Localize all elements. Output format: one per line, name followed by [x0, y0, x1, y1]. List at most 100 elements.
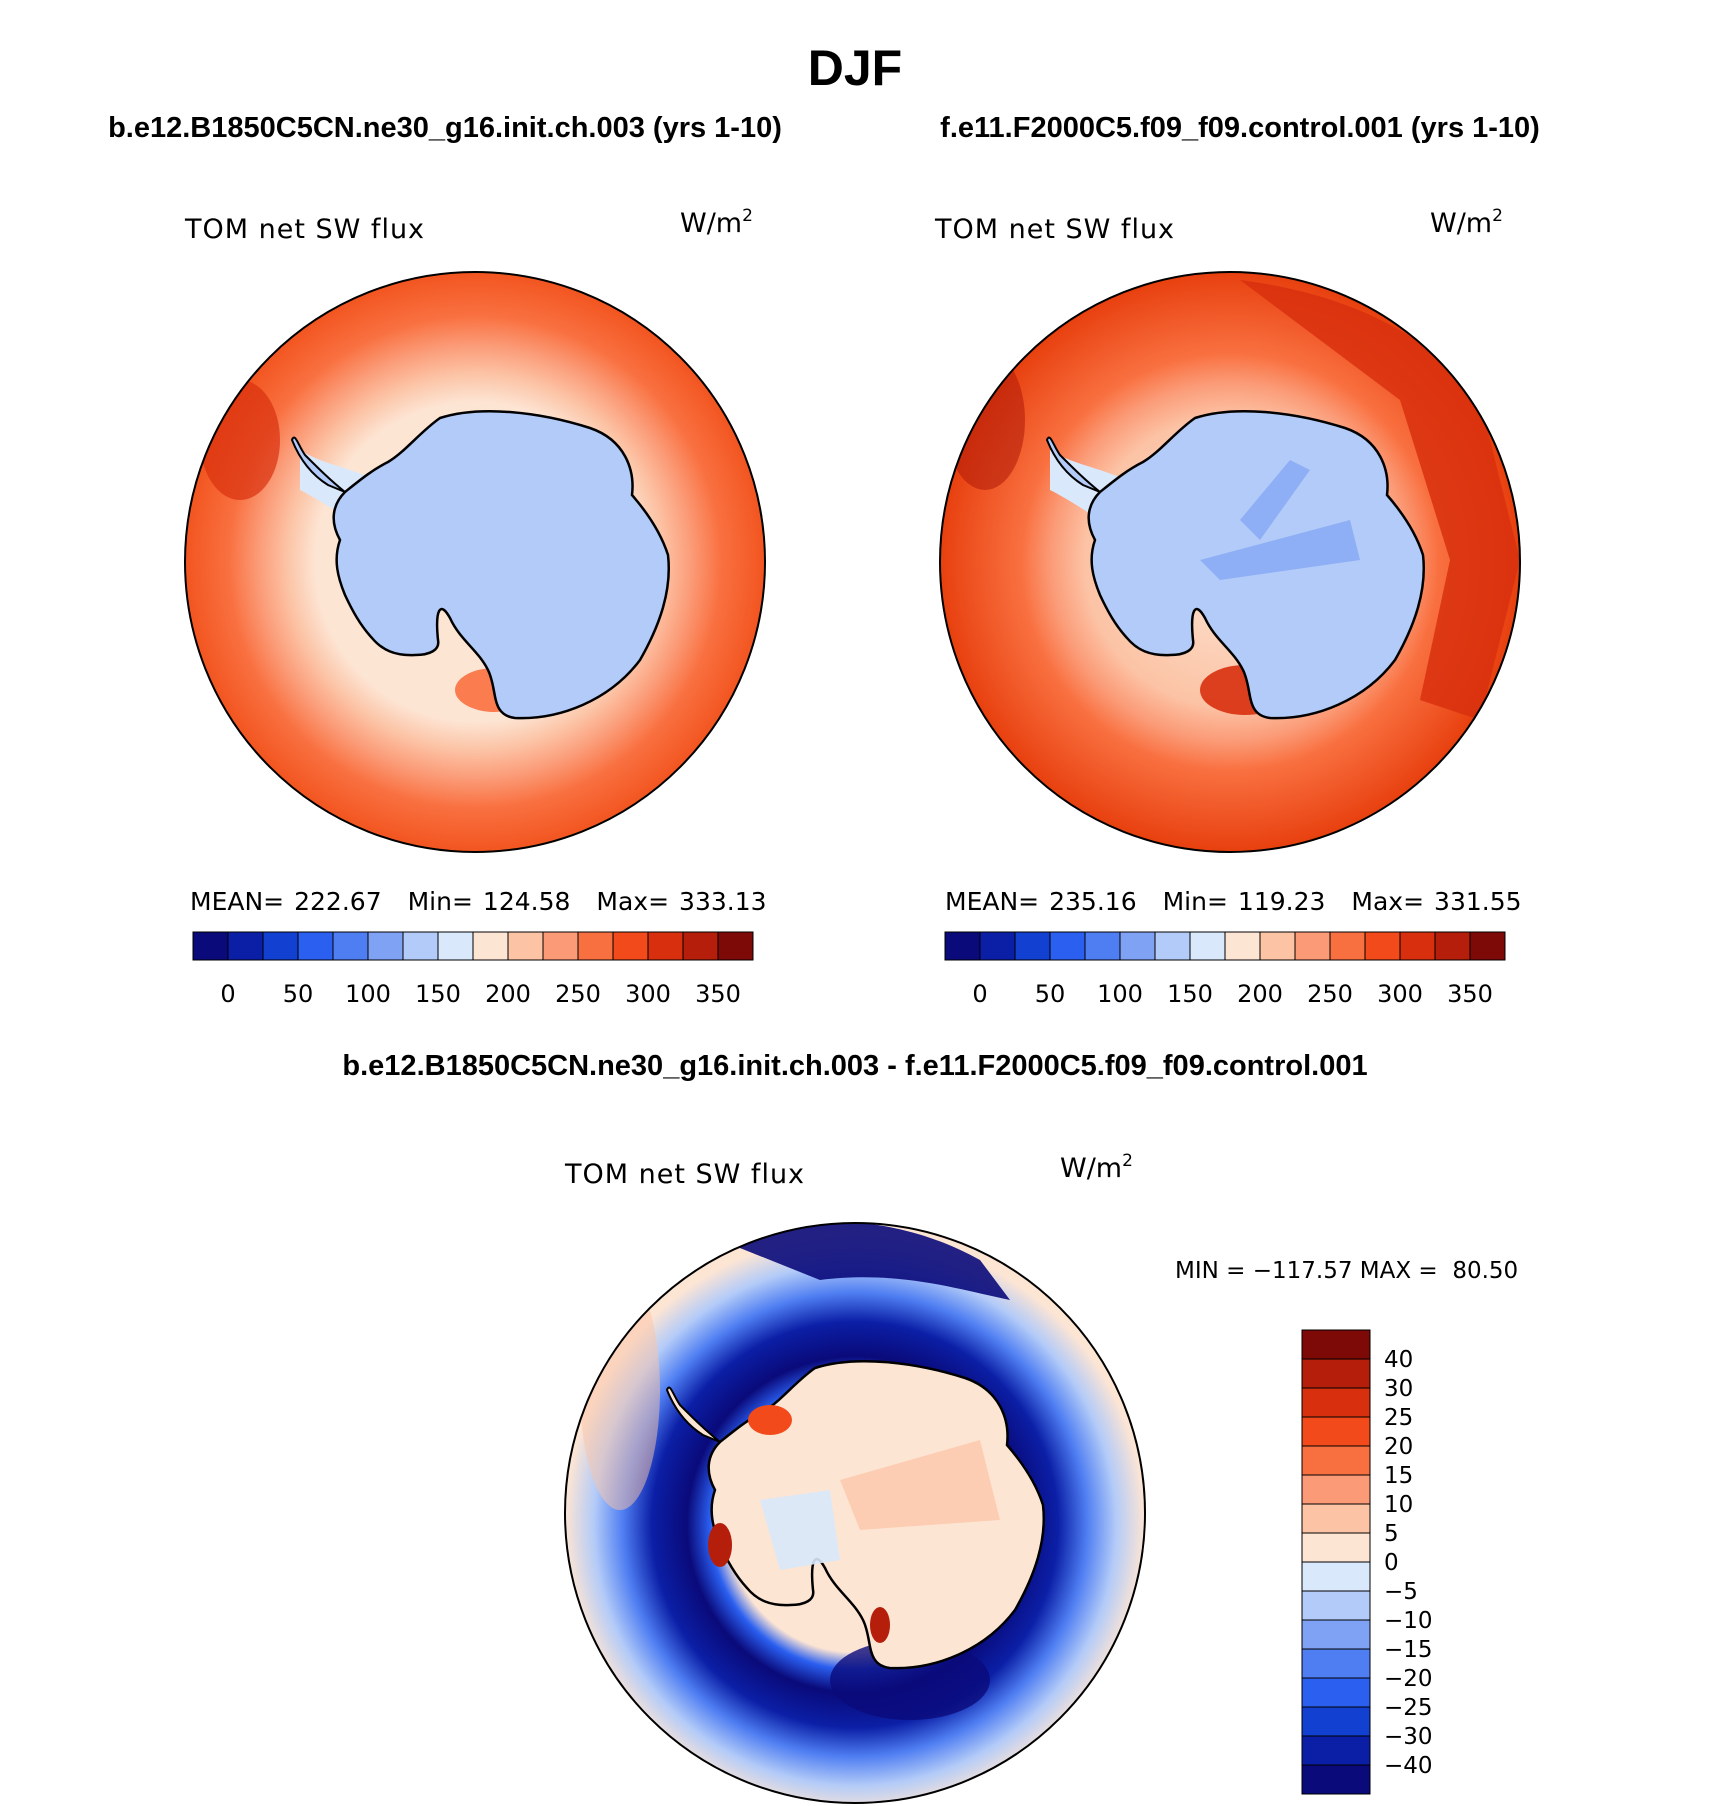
left-colorbar-tick-label: 150: [415, 980, 461, 1008]
diff-map-panel: TOM net SW flux W/m2 MIN = −117.57 MAX =…: [564, 1151, 1518, 1804]
diff-colorbar-swatch: [1301, 1387, 1371, 1418]
right-colorbar-swatch: [1469, 931, 1506, 961]
right-colorbar-swatch: [1189, 931, 1226, 961]
diff-colorbar-tick-label: 0: [1384, 1550, 1399, 1576]
left-colorbar-tick-label: 350: [695, 980, 741, 1008]
left-colorbar-swatch: [717, 931, 754, 961]
left-colorbar-swatch: [507, 931, 544, 961]
left-colorbar-swatch: [227, 931, 264, 961]
right-map-panel: TOM net SW flux W/m2 MEAN= 235.16 Min= 119.…: [934, 206, 1522, 1008]
right-colorbar-ticks: 0 50 100 150 200 250 300 350: [972, 980, 1493, 1008]
left-colorbar-swatch: [297, 931, 334, 961]
diff-colorbar-swatch: [1301, 1561, 1371, 1592]
left-colorbar: [192, 931, 754, 961]
left-antarctica: [332, 409, 670, 720]
left-colorbar-tick-label: 300: [625, 980, 671, 1008]
left-colorbar-swatch: [332, 931, 369, 961]
left-peninsula: [290, 436, 346, 493]
diff-minmax-label: MIN = −117.57 MAX = 80.50: [1175, 1258, 1518, 1284]
right-colorbar-swatch: [1259, 931, 1296, 961]
diff-interior-streaks: [840, 1440, 1000, 1530]
diff-colorbar-tick-label: 25: [1384, 1405, 1413, 1431]
diff-colorbar-tick-label: 15: [1384, 1463, 1413, 1489]
right-colorbar-swatch: [1049, 931, 1086, 961]
diff-colorbar-tick-label: −20: [1384, 1666, 1433, 1692]
diff-interior-blue: [760, 1490, 840, 1570]
diff-colorbar-swatch: [1301, 1416, 1371, 1447]
left-colorbar-tick-label: 200: [485, 980, 531, 1008]
diff-colorbar-swatch: [1301, 1735, 1371, 1766]
diff-colorbar-tick-label: 40: [1384, 1347, 1413, 1373]
diff-colorbar-swatch: [1301, 1677, 1371, 1708]
diff-variable-label: TOM net SW flux: [564, 1159, 805, 1190]
left-colorbar-tick-label: 250: [555, 980, 601, 1008]
diff-colorbar-swatch: [1301, 1474, 1371, 1505]
diff-panel-title: b.e12.B1850C5CN.ne30_g16.init.ch.003 - f…: [342, 1050, 1367, 1082]
right-colorbar-tick-label: 100: [1097, 980, 1143, 1008]
diff-colorbar-swatch: [1301, 1503, 1371, 1534]
right-colorbar-tick-label: 300: [1377, 980, 1423, 1008]
left-map-boundary: [184, 271, 766, 853]
left-colorbar-swatch: [647, 931, 684, 961]
left-colorbar-tick-label: 50: [283, 980, 314, 1008]
diff-red-spot-peninsula: [748, 1405, 792, 1435]
left-map-panel: TOM net SW flux W/m2 MEAN= 222.67 Min= 124.…: [184, 206, 767, 1008]
left-colorbar-swatch: [472, 931, 509, 961]
right-peninsula: [1045, 436, 1101, 493]
left-colorbar-swatch: [367, 931, 404, 961]
diff-colorbar-swatch: [1301, 1358, 1371, 1389]
diff-colorbar-swatch: [1301, 1706, 1371, 1737]
right-mean-label: MEAN= 235.16 Min= 119.23 Max= 331.55: [945, 887, 1522, 916]
diff-colorbar-tick-label: 30: [1384, 1376, 1413, 1402]
diff-colorbar-swatch: [1301, 1329, 1371, 1360]
diff-colorbar-swatch: [1301, 1532, 1371, 1563]
diff-colorbar-swatch: [1301, 1764, 1371, 1795]
diff-colorbar-tick-label: −15: [1384, 1637, 1433, 1663]
diff-colorbar-tick-label: 5: [1384, 1521, 1399, 1547]
left-colorbar-swatch: [577, 931, 614, 961]
diff-colorbar-swatch: [1301, 1445, 1371, 1476]
diff-colorbar-tick-label: −40: [1384, 1753, 1433, 1779]
diff-colorbar-tick-label: −10: [1384, 1608, 1433, 1634]
right-colorbar-swatch: [1434, 931, 1471, 961]
right-interior-streaks: [1200, 460, 1360, 580]
left-colorbar-swatch: [542, 931, 579, 961]
diff-map-boundary: [564, 1222, 1146, 1804]
left-panel-title: b.e12.B1850C5CN.ne30_g16.init.ch.003 (yr…: [108, 112, 782, 144]
right-colorbar-swatch: [1364, 931, 1401, 961]
right-colorbar-tick-label: 50: [1035, 980, 1066, 1008]
diff-colorbar-tick-label: −5: [1384, 1579, 1418, 1605]
right-colorbar-swatch: [1399, 931, 1436, 961]
right-panel-title: f.e11.F2000C5.f09_f09.control.001 (yrs 1…: [940, 112, 1540, 144]
diff-colorbar-tick-label: 10: [1384, 1492, 1413, 1518]
right-colorbar-swatch: [1084, 931, 1121, 961]
right-colorbar-swatch: [1014, 931, 1051, 961]
left-variable-label: TOM net SW flux: [184, 214, 425, 245]
right-colorbar-swatch: [979, 931, 1016, 961]
diff-colorbar-swatch: [1301, 1648, 1371, 1679]
left-colorbar-swatch: [262, 931, 299, 961]
left-mean-label: MEAN= 222.67 Min= 124.58 Max= 333.13: [190, 887, 767, 916]
right-map-boundary: [939, 271, 1521, 853]
right-colorbar-swatch: [944, 931, 981, 961]
right-colorbar-swatch: [1119, 931, 1156, 961]
diff-colorbar-swatch: [1301, 1590, 1371, 1621]
diff-units-label: W/m2: [1060, 1151, 1133, 1184]
right-colorbar-tick-label: 150: [1167, 980, 1213, 1008]
diff-colorbar-tick-label: 20: [1384, 1434, 1413, 1460]
left-colorbar-tick-label: 100: [345, 980, 391, 1008]
right-colorbar-tick-label: 250: [1307, 980, 1353, 1008]
right-colorbar-tick-label: 350: [1447, 980, 1493, 1008]
left-colorbar-swatch: [437, 931, 474, 961]
right-colorbar-swatch: [1329, 931, 1366, 961]
diff-red-spot-coast: [708, 1523, 732, 1567]
left-colorbar-swatch: [682, 931, 719, 961]
right-colorbar-swatch: [1154, 931, 1191, 961]
right-colorbar: [944, 931, 1506, 961]
left-colorbar-swatch: [612, 931, 649, 961]
right-colorbar-tick-label: 200: [1237, 980, 1283, 1008]
diff-red-spot-ross: [870, 1607, 890, 1643]
left-colorbar-swatch: [192, 931, 229, 961]
diff-colorbar-ticks: 40 30 25 20 15 10 5 0 −5 −10 −15 −20 −25 −30 −40: [1384, 1347, 1433, 1779]
